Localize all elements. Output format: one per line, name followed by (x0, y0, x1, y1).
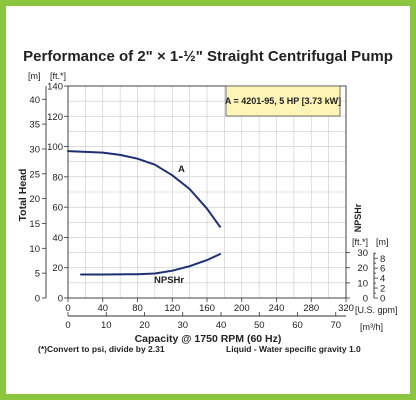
y-tick-label-m: 40 (29, 95, 40, 106)
y-axis-ft-unit: [ft.*] (50, 71, 66, 81)
x-tick-label-m3h: 30 (177, 320, 188, 331)
y-axis-m-unit: [m] (28, 71, 41, 81)
y-tick-label-m: 25 (29, 169, 40, 180)
x-tick-label-m3h: 0 (65, 320, 70, 331)
y-tick-label-m: 30 (29, 144, 40, 155)
y-axis-title: Total Head (17, 169, 29, 222)
y-tick-label-m: 5 (35, 269, 40, 280)
y-tick-label-ft: 20 (52, 263, 63, 274)
chart-title: Performance of 2" × 1-½" Straight Centri… (23, 48, 393, 65)
npsh-tick-label-m: 0 (380, 294, 385, 305)
x-tick-label-m3h: 20 (139, 320, 150, 331)
npsh-tick-label-m: 6 (380, 264, 385, 275)
x-tick-label-gpm: 80 (132, 303, 143, 314)
y-tick-label-m: 35 (29, 120, 40, 131)
y-tick-label-ft: 40 (52, 233, 63, 244)
x-tick-label-gpm: 200 (234, 303, 250, 314)
npsh-tick-label-m: 8 (380, 254, 385, 265)
x-tick-label-m3h: 60 (292, 320, 303, 331)
x-tick-label-m3h: 10 (101, 320, 112, 331)
x-tick-label-m3h: 40 (216, 320, 227, 331)
x-tick-label-m3h: 70 (330, 320, 341, 331)
y-tick-label-ft: 0 (58, 294, 63, 305)
series-line-a (67, 150, 221, 228)
series-label-a: A (178, 164, 185, 175)
series-label-npshr: NPSHr (154, 275, 184, 286)
x-tick-label-gpm: 160 (199, 303, 215, 314)
x-tick-label-gpm: 240 (269, 303, 285, 314)
axes (42, 85, 378, 317)
npsh-tick-label-m: 4 (380, 274, 385, 285)
x-axis-m3h-unit: [m³/h] (360, 322, 383, 332)
y-tick-label-ft: 140 (47, 82, 63, 93)
x-tick-label-gpm: 280 (303, 303, 319, 314)
npsh-tick-label-ft: 0 (363, 294, 368, 305)
y-tick-label-m: 20 (29, 194, 40, 205)
footnote-right: Liquid - Water specific gravity 1.0 (226, 344, 361, 354)
x-tick-label-gpm: 120 (164, 303, 180, 314)
npsh-tick-label-ft: 30 (357, 248, 368, 259)
legend-box: A = 4201-95, 5 HP [3.73 kW] (225, 85, 341, 117)
x-tick-label-m3h: 50 (254, 320, 265, 331)
y-tick-label-m: 0 (35, 294, 40, 305)
npsh-tick-label-ft: 10 (357, 278, 368, 289)
y-tick-label-m: 10 (29, 244, 40, 255)
series (67, 150, 221, 276)
npsh-axis-title: NPSHr (353, 203, 363, 232)
series-line-npshr (80, 253, 221, 276)
npsh-tick-label-m: 2 (380, 284, 385, 295)
y-tick-label-ft: 120 (47, 112, 63, 123)
npsh-tick-label-ft: 20 (357, 263, 368, 274)
grid (67, 85, 347, 299)
y-tick-label-m: 15 (29, 219, 40, 230)
x-axis-gpm-unit: [U.S. gpm] (355, 305, 398, 315)
y-tick-label-ft: 100 (47, 142, 63, 153)
y-tick-label-ft: 80 (52, 172, 63, 183)
x-axis-title: Capacity @ 1750 RPM (60 Hz) (135, 333, 282, 345)
x-tick-label-gpm: 0 (65, 303, 70, 314)
x-tick-label-gpm: 320 (338, 303, 354, 314)
legend-note: A = 4201-95, 5 HP [3.73 kW] (225, 96, 341, 106)
x-tick-label-gpm: 40 (97, 303, 108, 314)
npsh-m-unit: [m] (376, 237, 389, 247)
footnote-left: (*)Convert to psi, divide by 2.31 (38, 344, 165, 354)
y-tick-label-ft: 60 (52, 203, 63, 214)
npsh-ft-unit: [ft.*] (352, 237, 368, 247)
